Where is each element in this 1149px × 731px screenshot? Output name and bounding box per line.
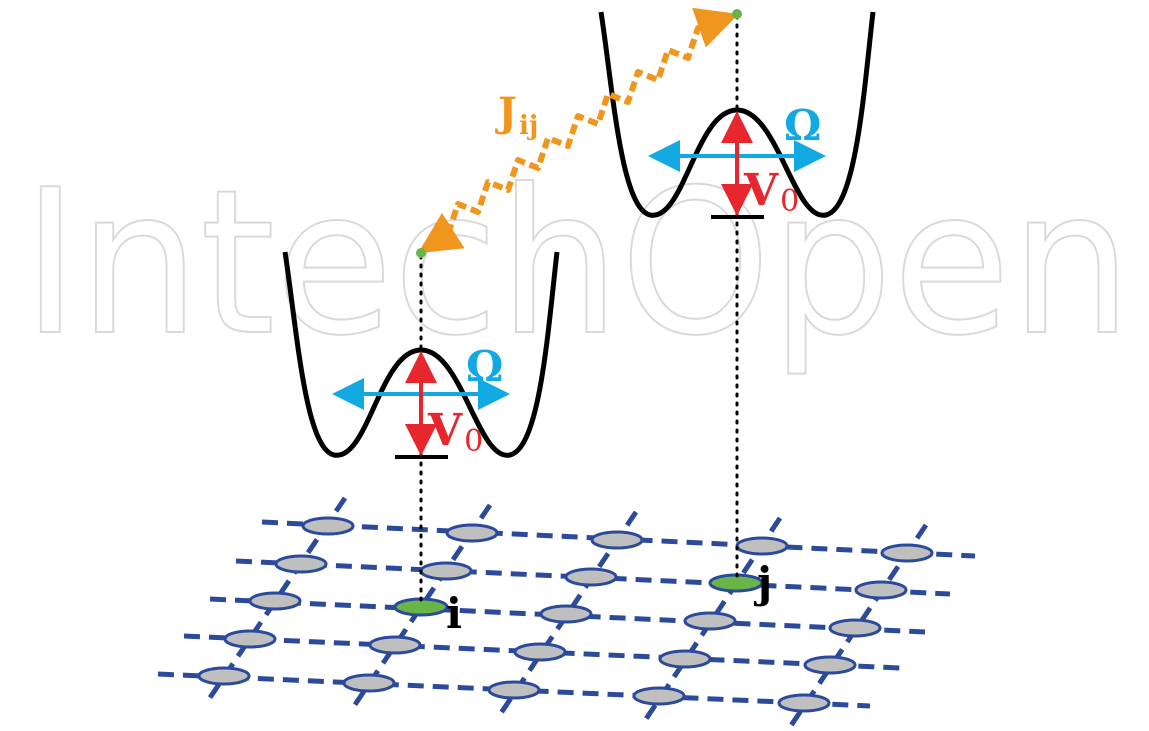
- lattice-site: [248, 591, 302, 611]
- barrier-label-left: V0: [427, 405, 483, 459]
- lattice-site: [777, 693, 831, 713]
- lattice-site: [197, 666, 251, 686]
- lattice-site: [487, 680, 541, 700]
- lattice-site: [854, 580, 908, 600]
- barrier-subscript-right: 0: [780, 184, 799, 219]
- lattice-site: [735, 536, 789, 556]
- barrier-label-right: V0: [743, 165, 799, 219]
- lattice-site: [342, 673, 396, 693]
- active-site-j: [708, 573, 764, 593]
- omega-label-right: Ω: [784, 101, 821, 150]
- lattice-site: [368, 635, 422, 655]
- coupling-label: Jij: [495, 89, 538, 141]
- lattice-site: [828, 618, 882, 638]
- lattice-site: [590, 530, 644, 550]
- lattice-sites: [197, 516, 934, 713]
- lattice-site: [632, 686, 686, 706]
- coupling-zigzag: [417, 7, 739, 254]
- site-label-i: i: [446, 589, 462, 638]
- site-label-j: j: [753, 558, 772, 607]
- watermark-text: IntechOpen: [22, 147, 1132, 380]
- lattice-site: [803, 655, 857, 675]
- omega-label-left: Ω: [466, 342, 503, 391]
- lattice-site: [683, 611, 737, 631]
- lattice-site: [513, 642, 567, 662]
- lattice-site: [880, 543, 934, 563]
- coupling-endpoint-i: [416, 248, 426, 258]
- lattice-site: [223, 629, 277, 649]
- lattice-site: [301, 516, 355, 536]
- lattice-site: [419, 561, 473, 581]
- double-well-potential-left: [282, 251, 560, 458]
- barrier-subscript-left: 0: [464, 424, 483, 459]
- coupling-endpoint-j: [732, 9, 742, 19]
- lattice-site: [445, 523, 499, 543]
- lattice-site: [564, 567, 618, 587]
- lattice-site: [658, 649, 712, 669]
- lattice-site: [274, 554, 328, 574]
- coupling-subscript: ij: [519, 111, 538, 141]
- lattice-site: [539, 604, 593, 624]
